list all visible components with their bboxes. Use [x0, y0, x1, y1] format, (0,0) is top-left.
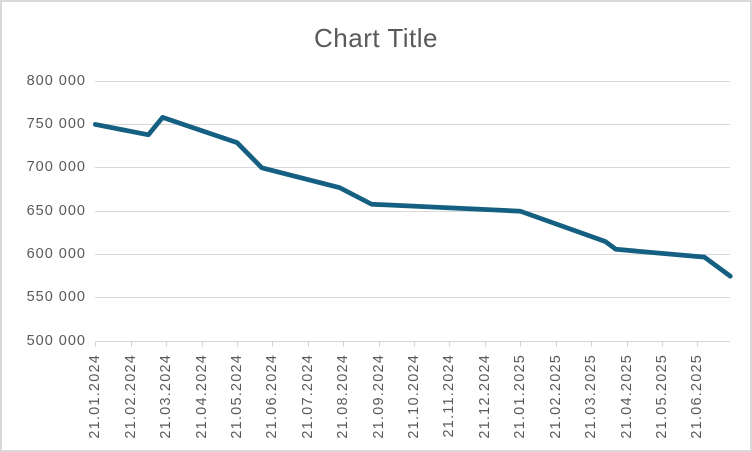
x-axis-tick [130, 341, 132, 348]
x-axis-tick [449, 341, 451, 348]
y-axis-label: 800 000 [26, 72, 86, 89]
x-axis-tick [166, 341, 168, 348]
gridline [95, 297, 731, 299]
x-axis-tick [272, 341, 274, 348]
y-axis-label: 550 000 [26, 289, 86, 306]
x-axis-tick [307, 341, 309, 348]
x-axis-tick [95, 341, 97, 348]
gridline [95, 254, 731, 256]
x-axis-tick [236, 341, 238, 348]
gridline [95, 123, 731, 125]
data-line [92, 115, 733, 279]
x-axis-tick [591, 341, 593, 348]
y-axis-label: 750 000 [26, 115, 86, 132]
x-axis-tick [414, 341, 416, 348]
x-axis-tick [626, 341, 628, 348]
gridline [95, 167, 731, 169]
chart-title: Chart Title [314, 23, 438, 53]
y-axis-label: 650 000 [26, 202, 86, 219]
y-axis-label: 500 000 [26, 332, 86, 349]
y-axis-label: 700 000 [26, 159, 86, 176]
y-axis-label: 600 000 [26, 246, 86, 263]
x-axis-tick [378, 341, 380, 348]
gridline [95, 80, 731, 82]
x-axis-tick [520, 341, 522, 348]
x-axis-tick [661, 341, 663, 348]
x-axis-tick [555, 341, 557, 348]
x-axis-line [95, 340, 731, 343]
x-axis-tick [697, 341, 699, 348]
x-axis-tick [484, 341, 486, 348]
x-axis-tick [343, 341, 345, 348]
gridline [95, 210, 731, 212]
x-axis-tick [201, 341, 203, 348]
